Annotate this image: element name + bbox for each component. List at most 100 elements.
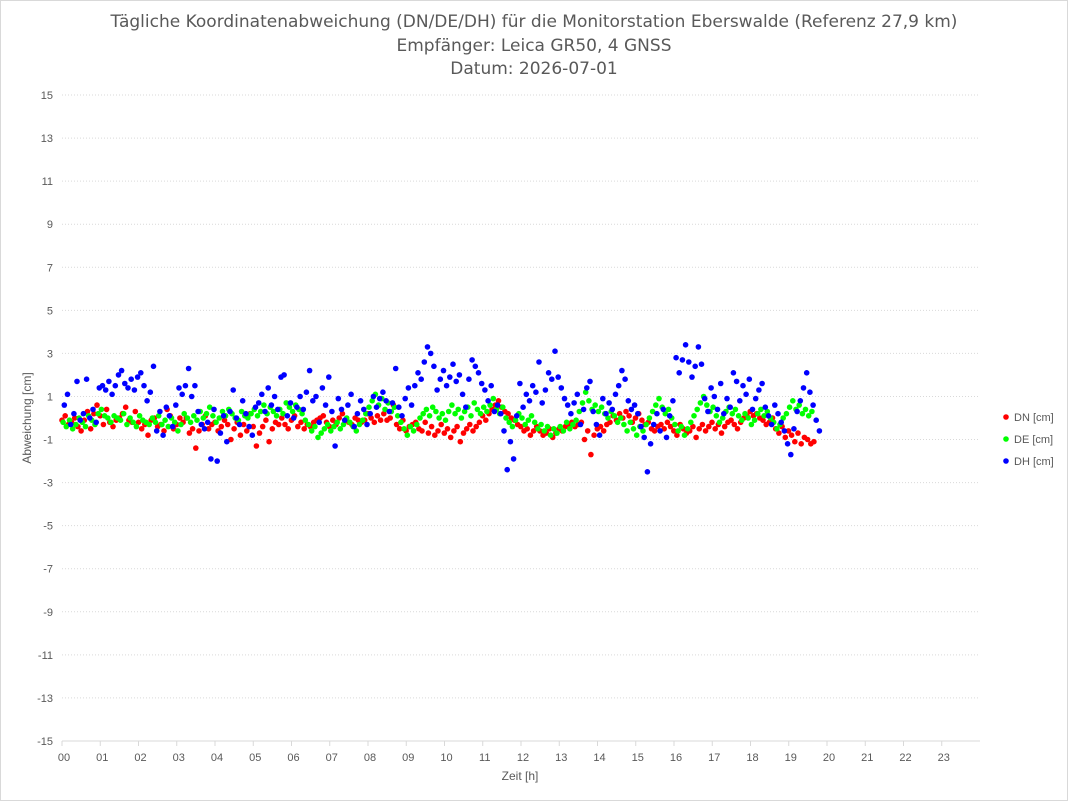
x-tick-label: 18 [746, 752, 758, 764]
data-point [557, 423, 563, 430]
data-point [138, 426, 145, 432]
data-point [455, 406, 462, 413]
data-point [253, 443, 260, 449]
data-point [201, 426, 208, 432]
data-point [631, 402, 638, 408]
data-point [329, 408, 335, 415]
data-point [275, 421, 282, 428]
data-point [480, 404, 487, 411]
data-point [432, 432, 438, 439]
data-point [195, 408, 201, 415]
data-point [377, 417, 384, 424]
data-point [600, 428, 607, 434]
data-point [505, 410, 511, 417]
data-point [571, 400, 577, 406]
data-point [684, 426, 691, 432]
data-point [420, 410, 427, 417]
data-point [501, 428, 507, 434]
data-point [341, 417, 348, 424]
data-point [463, 426, 470, 432]
data-point [800, 385, 807, 391]
data-point [401, 426, 407, 432]
data-point [740, 382, 746, 389]
data-point [674, 432, 680, 439]
data-point [122, 404, 129, 411]
data-point [633, 432, 640, 439]
data-point [590, 408, 596, 415]
data-point [138, 370, 144, 376]
data-point [473, 423, 480, 430]
x-tick-label: 03 [173, 752, 185, 764]
data-point [615, 382, 622, 389]
data-point [100, 421, 107, 428]
data-point [339, 410, 346, 417]
data-point [442, 417, 449, 424]
data-point [312, 423, 318, 430]
data-point [418, 376, 425, 383]
data-point [524, 426, 530, 432]
data-point [303, 389, 310, 396]
data-point [672, 421, 678, 428]
data-point [391, 404, 398, 411]
data-point [290, 415, 297, 421]
data-point [662, 410, 669, 417]
data-point [368, 415, 374, 421]
data-point [61, 402, 68, 408]
data-point [233, 415, 240, 421]
data-point [63, 423, 70, 430]
data-point [289, 408, 296, 415]
data-point [523, 391, 530, 398]
data-point [356, 421, 363, 428]
data-point [422, 419, 429, 426]
data-point [603, 410, 609, 417]
x-tick-label: 02 [134, 752, 146, 764]
data-point [491, 408, 498, 415]
data-point [281, 372, 287, 378]
data-point [255, 400, 262, 406]
data-point [798, 441, 804, 447]
data-point [656, 395, 662, 402]
data-point [287, 400, 294, 406]
data-point [415, 370, 421, 376]
data-point [538, 421, 544, 428]
data-point [482, 387, 488, 393]
data-point [320, 413, 327, 419]
data-point [507, 438, 514, 445]
data-point [627, 419, 634, 426]
data-point [520, 404, 526, 411]
data-point [310, 398, 316, 404]
data-point [743, 391, 749, 398]
x-tick-label: 06 [287, 752, 299, 764]
data-point [159, 421, 165, 428]
data-point [695, 344, 702, 350]
data-point [177, 415, 183, 421]
data-point [294, 404, 300, 411]
data-point [367, 410, 374, 417]
data-point [745, 415, 751, 421]
legend-marker [1003, 414, 1009, 420]
data-point [665, 406, 672, 413]
data-point [332, 443, 338, 449]
data-point [500, 404, 506, 411]
data-point [386, 408, 393, 415]
data-point [130, 419, 136, 426]
data-point [179, 391, 185, 398]
data-point [595, 408, 602, 415]
data-point [308, 428, 315, 434]
data-point [335, 395, 342, 402]
legend-marker [1003, 458, 1009, 464]
data-point [219, 408, 226, 415]
data-point [194, 417, 200, 424]
data-point [383, 398, 389, 404]
data-point [64, 391, 71, 398]
data-point [579, 400, 586, 406]
data-point [781, 428, 788, 434]
data-point [667, 423, 674, 430]
data-point [112, 382, 119, 389]
data-point [693, 434, 699, 441]
data-point [286, 404, 293, 411]
data-point [410, 428, 417, 434]
y-tick-label: -5 [43, 521, 53, 533]
data-point [525, 417, 532, 424]
data-point [160, 432, 166, 439]
